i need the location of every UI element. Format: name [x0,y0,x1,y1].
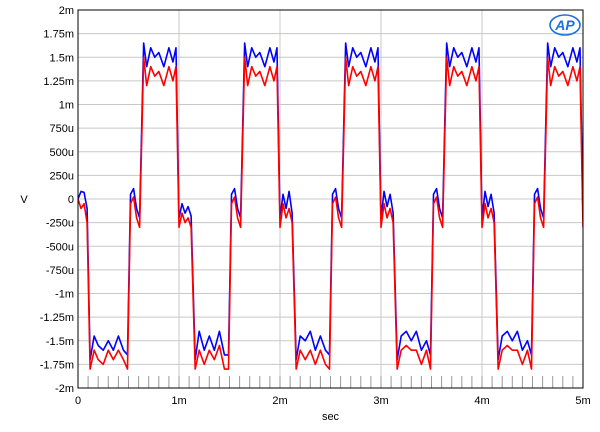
x-tick-label: 1m [171,395,186,407]
ap-logo-ring [549,14,581,36]
y-tick-label: 2m [59,5,74,17]
series-line-2 [78,56,583,370]
y-tick-label: -2m [55,383,74,395]
y-tick-label: -1.5m [46,336,74,348]
x-tick-label: 4m [474,395,489,407]
y-tick-label: -500u [46,241,74,253]
x-tick-labels: 0 1m 2m 3m 4m 5m [75,395,591,407]
plot-frame [77,9,584,389]
y-tick-label: 750u [50,123,74,135]
y-tick-label: 500u [50,147,74,159]
ap-logo-text: AP [554,17,575,33]
y-tick-labels: 2m 1.75m 1.5m 1.25m 1m 750u 500u 250u 0 -250u -500… [40,5,74,395]
y-tick-label: 250u [50,170,74,182]
y-tick-label: 1.25m [43,76,74,88]
y-axis-label: V [20,194,28,206]
x-tick-label: 3m [373,395,388,407]
ap-logo: AP [549,14,581,36]
y-tick-label: -1m [55,289,74,301]
x-tick-label: 5m [575,395,590,407]
series-lines [78,42,583,370]
x-axis-label: sec [322,411,340,423]
x-minor-ticks [77,376,584,388]
x-tick-label: 2m [272,395,287,407]
y-tick-label: -250u [46,218,74,230]
y-tick-label: -750u [46,265,74,277]
y-tick-label: 0 [68,194,74,206]
y-tick-label: 1m [59,100,74,112]
y-tick-label: 1.5m [50,52,74,64]
y-tick-label: 1.75m [43,29,74,41]
y-tick-label: -1.75m [40,359,74,371]
x-tick-label: 0 [75,395,81,407]
y-tick-label: -1.25m [40,312,74,324]
